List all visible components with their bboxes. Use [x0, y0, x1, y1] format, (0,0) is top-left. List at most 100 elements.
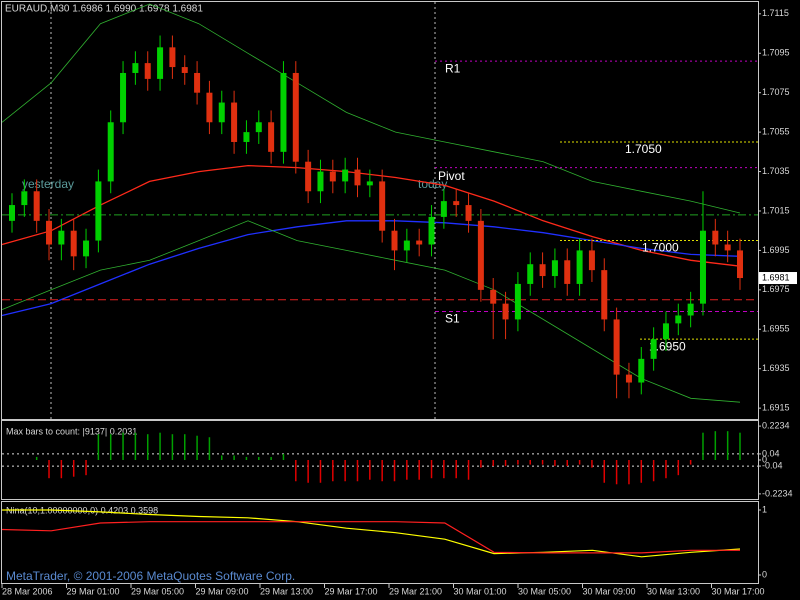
candle-body	[613, 319, 620, 375]
candle-body	[687, 303, 694, 316]
plot: 1.7115 1.7095 1.7075 1.7055 1.7035 1.7015 1.69…	[1, 3, 797, 596]
candle-body	[502, 303, 509, 320]
y-tick-label: 1.6955	[762, 324, 790, 334]
candle-body	[169, 47, 176, 68]
candle-body	[280, 72, 287, 152]
level-label: 1.7050	[625, 142, 662, 156]
candle-body	[218, 102, 225, 123]
candle-body	[305, 161, 312, 192]
candle-body	[588, 250, 595, 271]
candle-body	[366, 181, 373, 186]
candle-body	[391, 230, 398, 251]
candle-body	[255, 122, 262, 133]
level-name: R1	[445, 61, 461, 75]
y-tick-label: 1.7015	[762, 205, 790, 215]
level-label: 1.7000	[642, 241, 679, 255]
candle-body	[194, 72, 201, 93]
candle-body	[58, 230, 65, 245]
candle-body	[70, 230, 77, 257]
x-tick-label: 30 Mar 09:00	[583, 586, 636, 596]
candle-body	[699, 230, 706, 304]
candle-body	[453, 201, 460, 206]
candle-body	[527, 264, 534, 284]
y-tick-label: 0	[762, 569, 767, 579]
candle-body	[465, 205, 472, 221]
candle-body	[662, 323, 669, 340]
nina-pane-frame	[1, 501, 759, 584]
x-tick-label: 30 Mar 01:00	[454, 586, 507, 596]
annotation: today	[418, 177, 447, 191]
candle-body	[354, 169, 361, 186]
candle-body	[477, 220, 484, 290]
indicator-line	[1, 220, 741, 317]
nina-title: Nina(10,1.00000000,0) 0.4203 0.3598	[6, 505, 158, 515]
y-tick-label: 0	[762, 454, 767, 464]
y-tick-label: -0.04	[762, 460, 783, 470]
candle-body	[181, 67, 188, 73]
candle-body	[46, 220, 53, 245]
candle-body	[120, 72, 127, 123]
x-tick-label: 30 Mar 13:00	[647, 586, 700, 596]
candle-body	[144, 63, 151, 79]
y-tick-label: 1.6935	[762, 363, 790, 373]
price-tag: 1.6981	[762, 272, 790, 282]
candle-body	[440, 201, 447, 217]
y-tick-label: 1.7055	[762, 126, 790, 136]
candle-body	[9, 205, 15, 221]
chart-title: EURAUD,M30 1.6986 1.6990 1.6978 1.6981	[5, 4, 203, 15]
y-tick-label: 1.6995	[762, 245, 790, 255]
candle-body	[33, 191, 40, 221]
candle-body	[342, 169, 349, 182]
indicator-line	[1, 3, 741, 214]
x-tick-label: 29 Mar 05:00	[131, 586, 184, 596]
candle-body	[601, 270, 608, 320]
candle-body	[712, 230, 719, 245]
x-tick-label: 29 Mar 21:00	[389, 586, 442, 596]
candle-body	[21, 191, 28, 206]
x-tick-label: 29 Mar 13:00	[260, 586, 313, 596]
candle-body	[638, 358, 645, 383]
candle-body	[416, 240, 423, 245]
candle-body	[490, 289, 497, 304]
candle-body	[157, 47, 164, 79]
indicator-line	[1, 164, 741, 267]
level-name: S1	[445, 312, 460, 326]
candle-body	[329, 171, 336, 182]
level-label: 1.6950	[649, 339, 686, 353]
candle-body	[206, 92, 213, 123]
candle-body	[675, 315, 682, 324]
osc-title: Max bars to count: |9137| 0.2031	[6, 426, 137, 436]
x-tick-label: 29 Mar 01:00	[67, 586, 120, 596]
x-tick-label: 29 Mar 09:00	[196, 586, 249, 596]
candle-body	[268, 122, 275, 152]
y-tick-label: 1.7075	[762, 87, 790, 97]
candle-body	[428, 216, 435, 245]
x-tick-label: 28 Mar 2006	[2, 586, 53, 596]
candle-body	[107, 122, 114, 182]
price-tag-bg	[759, 272, 797, 285]
candle-body	[292, 72, 299, 162]
indicator-line	[1, 521, 740, 554]
y-tick-label: 1.7035	[762, 166, 790, 176]
level-name: Pivot	[438, 169, 465, 183]
candle-body	[95, 181, 102, 241]
x-tick-label: 29 Mar 17:00	[325, 586, 378, 596]
y-tick-label: -0.2234	[762, 488, 793, 498]
y-tick-label: 0.2234	[762, 420, 790, 430]
candle-body	[539, 264, 546, 277]
x-tick-label: 30 Mar 17:00	[712, 586, 765, 596]
y-tick-label: 1.6915	[762, 403, 790, 413]
candle-body	[132, 63, 139, 73]
y-tick-label: 1.7115	[762, 8, 789, 18]
candle-body	[724, 244, 731, 251]
candle-body	[243, 132, 250, 142]
candle-body	[317, 171, 324, 192]
candle-body	[514, 283, 521, 320]
candle-body	[625, 374, 632, 383]
annotation: yesterday	[22, 177, 74, 191]
footer: MetaTrader, © 2001-2006 MetaQuotes Softw…	[6, 569, 295, 583]
candle-body	[551, 260, 558, 277]
candle-body	[564, 260, 571, 284]
y-tick-label: 1	[762, 504, 767, 514]
